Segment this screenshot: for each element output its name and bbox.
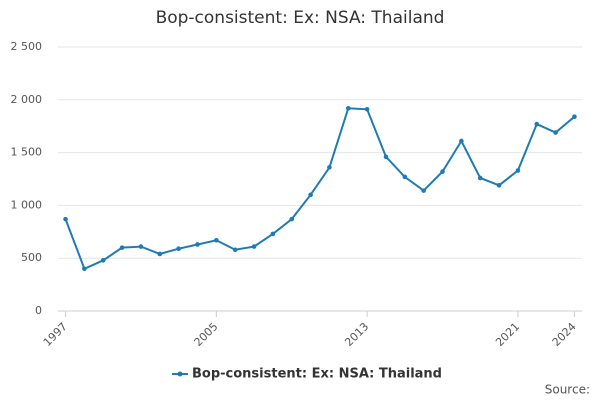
point bbox=[138, 244, 144, 249]
legend-swatch-dot bbox=[177, 371, 183, 377]
point bbox=[251, 244, 257, 249]
y-tick-label: 1 000 bbox=[11, 198, 43, 211]
point bbox=[364, 107, 370, 112]
y-tick-label: 500 bbox=[21, 251, 42, 264]
point bbox=[327, 165, 332, 170]
point bbox=[82, 266, 87, 272]
y-tick-label: 2 500 bbox=[11, 40, 43, 53]
point bbox=[402, 174, 408, 180]
point bbox=[515, 168, 521, 173]
point bbox=[440, 169, 445, 174]
y-tick-label: 0 bbox=[35, 304, 42, 317]
point bbox=[383, 154, 389, 160]
point bbox=[119, 245, 125, 250]
legend-label: Bop-consistent: Ex: NSA: Thailand bbox=[192, 367, 442, 382]
x-tick-label: 1997 bbox=[41, 320, 70, 349]
x-tick-label: 2013 bbox=[342, 320, 371, 349]
y-tick-label: 1 500 bbox=[11, 146, 43, 159]
point bbox=[308, 192, 313, 198]
chart-title: Bop-consistent: Ex: NSA: Thailand bbox=[156, 8, 445, 28]
y-tick-label: 2 000 bbox=[11, 93, 43, 106]
line bbox=[64, 107, 576, 271]
point bbox=[214, 237, 219, 243]
point bbox=[270, 231, 276, 237]
point bbox=[195, 242, 200, 247]
x-tick-label: 2024 bbox=[550, 320, 579, 349]
point bbox=[63, 216, 68, 222]
point bbox=[100, 258, 106, 263]
point bbox=[176, 246, 181, 251]
x-tick-label: 2021 bbox=[493, 320, 522, 349]
point bbox=[421, 188, 426, 193]
point bbox=[459, 138, 464, 144]
point bbox=[477, 175, 483, 181]
point bbox=[289, 216, 295, 222]
source: Source: bbox=[545, 383, 590, 397]
point bbox=[157, 251, 163, 257]
point bbox=[232, 247, 238, 253]
x-tick-label: 2005 bbox=[192, 320, 221, 349]
point bbox=[553, 130, 558, 135]
point bbox=[572, 114, 577, 119]
point bbox=[534, 121, 540, 127]
point bbox=[345, 105, 351, 111]
point bbox=[496, 183, 502, 188]
